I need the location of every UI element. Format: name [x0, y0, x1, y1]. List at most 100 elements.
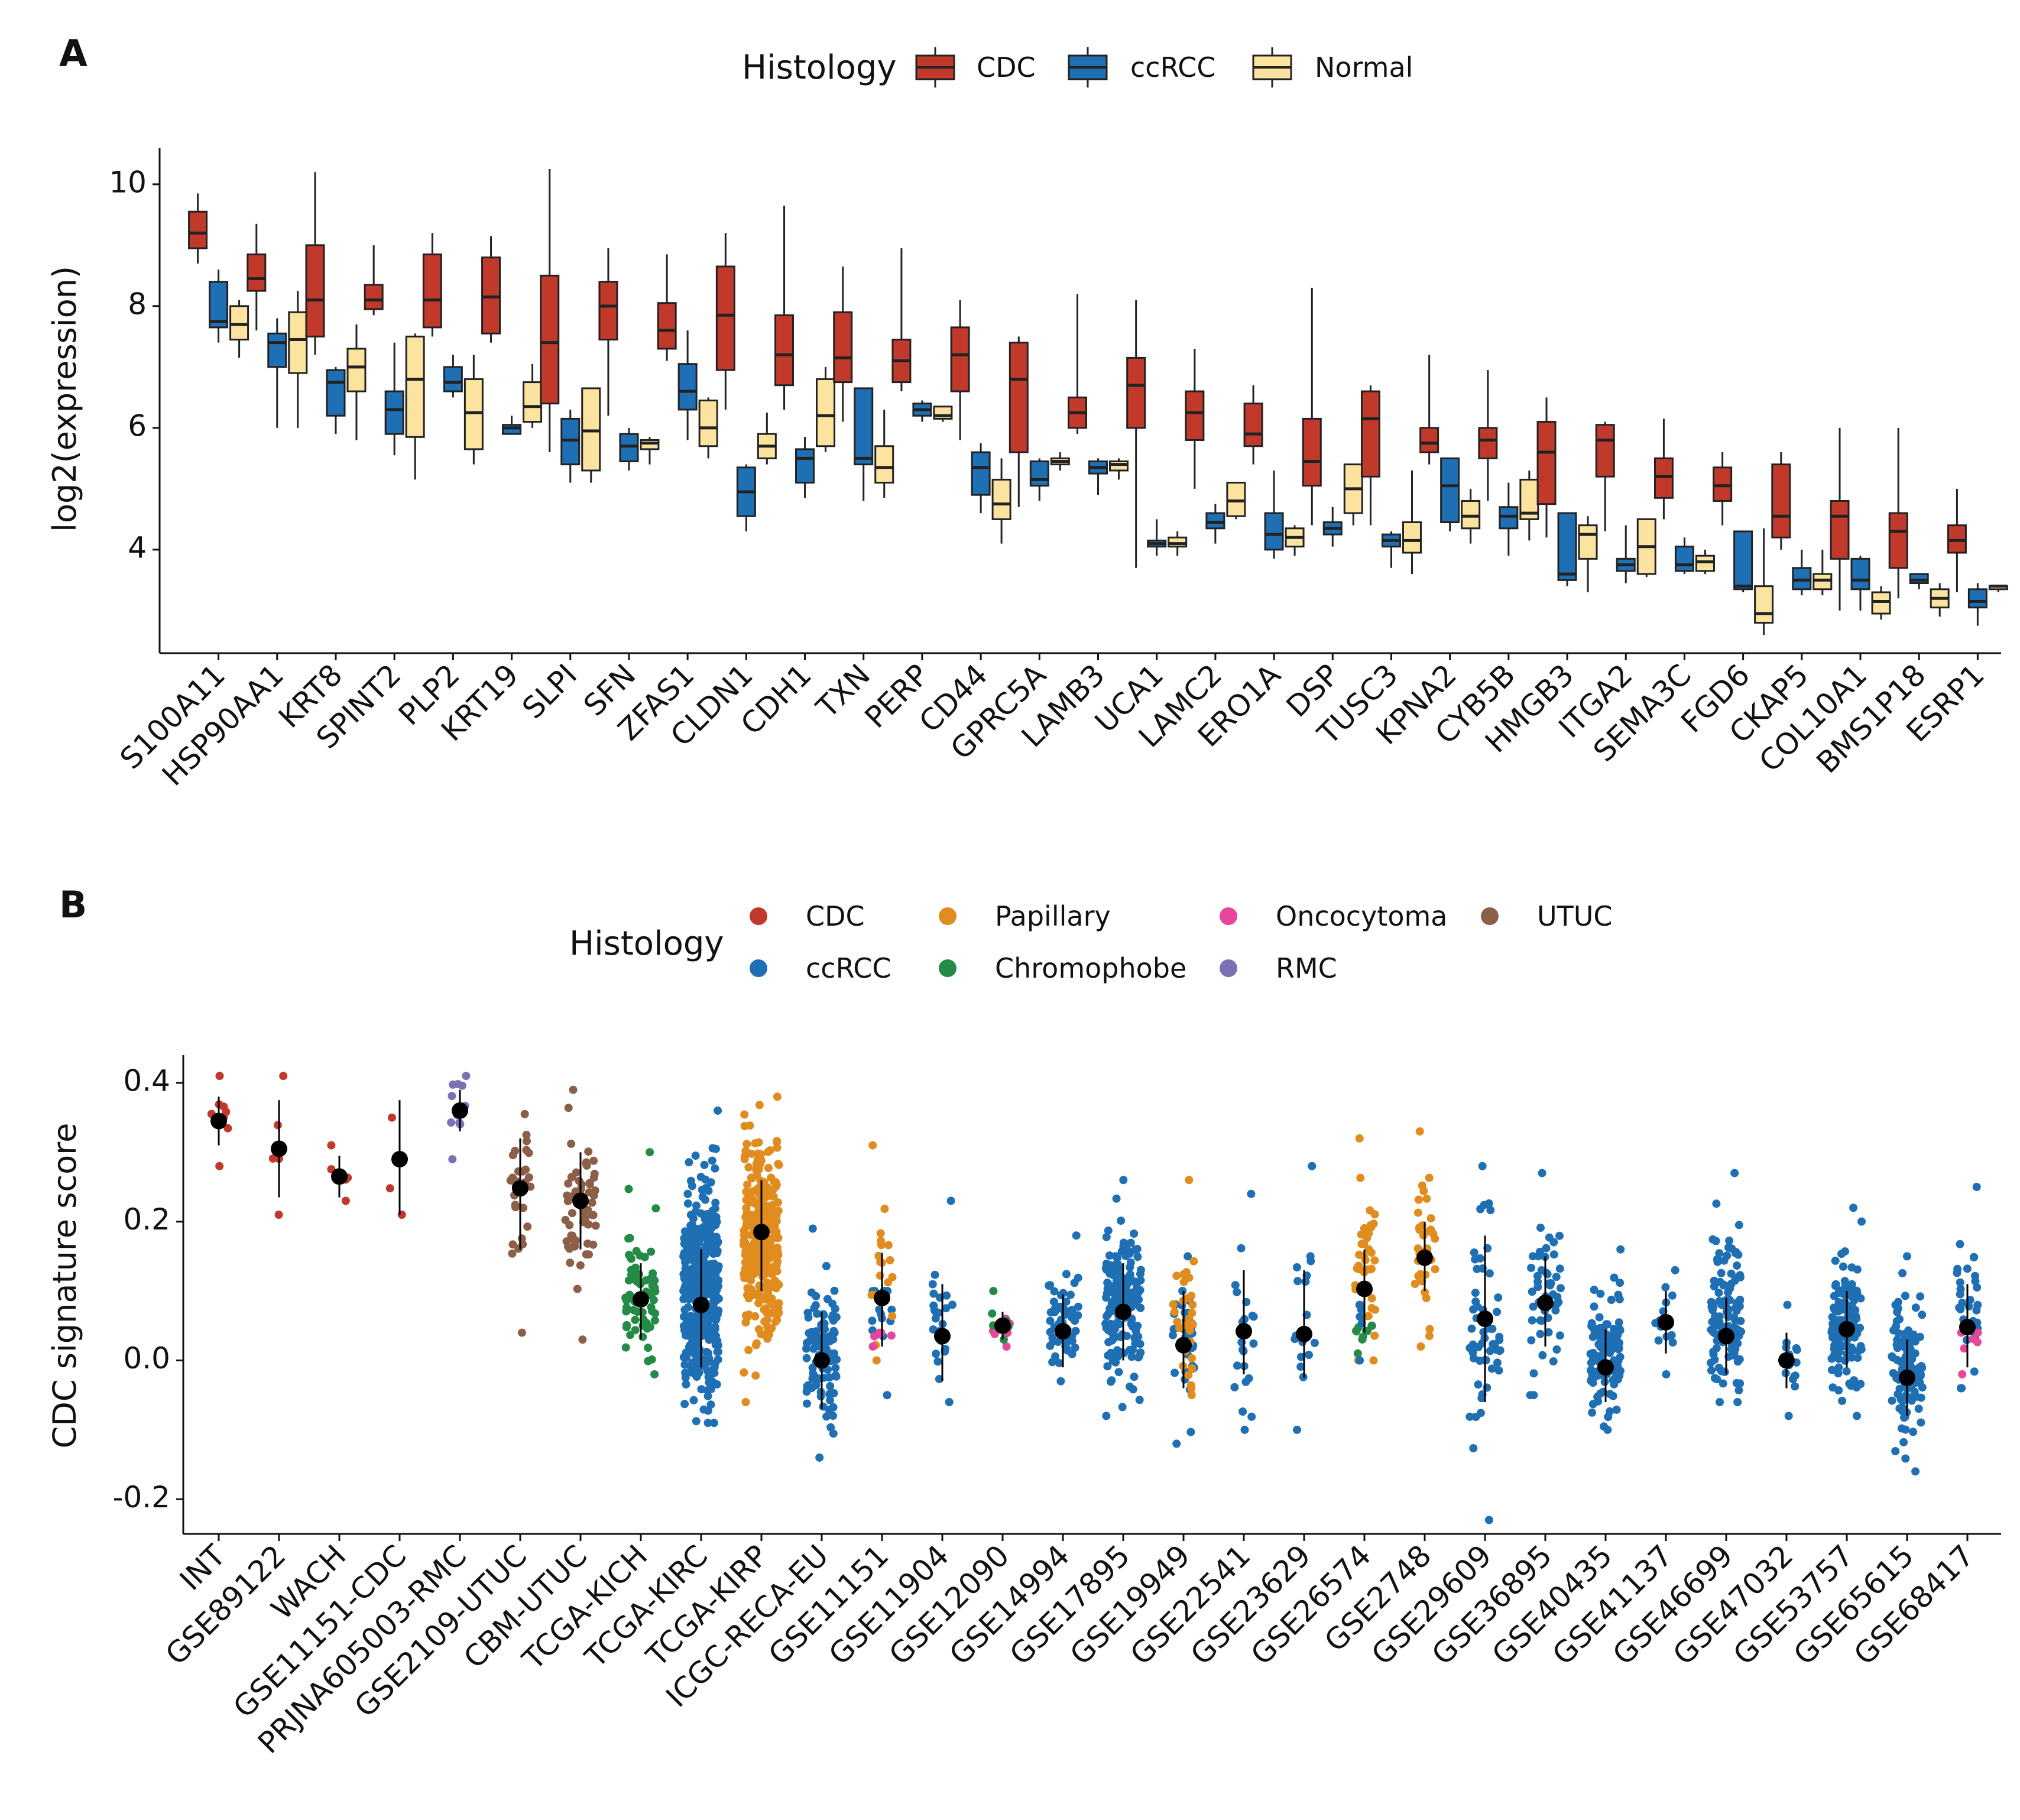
- box-body: [1813, 573, 1833, 591]
- point-ccrcc: [1614, 1357, 1623, 1365]
- point-ccrcc: [1667, 1331, 1676, 1339]
- point-ccrcc: [1857, 1345, 1866, 1354]
- point-papillary: [1187, 1391, 1196, 1400]
- point-papillary: [754, 1138, 763, 1147]
- summary-mean-gse41137: [1658, 1313, 1674, 1331]
- point-chromophobe: [631, 1315, 640, 1324]
- point-papillary: [769, 1266, 777, 1274]
- box-body: [774, 314, 795, 387]
- box-body: [971, 451, 991, 496]
- point-ccrcc: [1899, 1438, 1908, 1446]
- point-ccrcc: [709, 1419, 718, 1428]
- box-ccrcc-col10a1: [1850, 556, 1870, 611]
- point-ccrcc: [1963, 1264, 1972, 1273]
- strip-gse11151-cdc: [385, 1100, 408, 1219]
- box-normal-lamb3: [1109, 458, 1129, 480]
- point-papillary: [773, 1137, 782, 1146]
- point-ccrcc: [829, 1389, 838, 1397]
- point-ccrcc: [1834, 1298, 1843, 1306]
- point-papillary: [1371, 1305, 1379, 1314]
- point-ccrcc: [686, 1211, 695, 1219]
- point-ccrcc: [711, 1164, 719, 1173]
- point-ccrcc: [714, 1106, 722, 1115]
- point-ccrcc: [692, 1373, 701, 1381]
- point-ccrcc: [1830, 1317, 1839, 1326]
- point-ccrcc: [1717, 1300, 1726, 1309]
- box-cdc-hsp90aa1: [247, 223, 267, 331]
- point-papillary: [1188, 1354, 1196, 1362]
- point-ccrcc: [1730, 1276, 1739, 1285]
- point-papillary: [747, 1231, 755, 1240]
- point-ccrcc: [1046, 1328, 1055, 1336]
- point-ccrcc: [1103, 1362, 1112, 1371]
- point-ccrcc: [1914, 1404, 1923, 1413]
- point-ccrcc: [822, 1412, 831, 1421]
- point-ccrcc: [1733, 1261, 1742, 1270]
- point-ccrcc: [703, 1419, 712, 1428]
- point-utuc: [571, 1236, 580, 1245]
- summary-mean-gse11151-cdc: [391, 1151, 408, 1168]
- point-papillary: [747, 1149, 756, 1158]
- point-ccrcc: [812, 1381, 821, 1390]
- point-ccrcc: [929, 1301, 938, 1310]
- point-ccrcc: [1186, 1428, 1195, 1436]
- point-rmc: [458, 1081, 466, 1090]
- point-ccrcc: [935, 1375, 943, 1383]
- point-ccrcc: [826, 1382, 835, 1390]
- point-ccrcc: [686, 1312, 695, 1321]
- box-normal-sema3c: [1695, 549, 1715, 575]
- point-ccrcc: [1590, 1302, 1599, 1311]
- point-papillary: [1369, 1356, 1378, 1365]
- point-ccrcc: [1469, 1354, 1478, 1362]
- panel-b-y-tick-label: -0.2: [112, 1480, 170, 1514]
- point-ccrcc: [1310, 1338, 1319, 1347]
- point-chromophobe: [631, 1263, 640, 1272]
- point-ccrcc: [1707, 1366, 1716, 1375]
- point-ccrcc: [1958, 1299, 1967, 1308]
- point-papillary: [876, 1237, 885, 1245]
- point-ccrcc: [1476, 1205, 1485, 1214]
- point-ccrcc: [691, 1225, 700, 1234]
- point-chromophobe: [622, 1307, 631, 1316]
- point-ccrcc: [1538, 1169, 1546, 1177]
- point-ccrcc: [933, 1357, 942, 1366]
- point-ccrcc: [1907, 1396, 1916, 1405]
- point-ccrcc: [1853, 1289, 1862, 1297]
- point-utuc: [588, 1211, 596, 1219]
- point-chromophobe: [627, 1254, 635, 1263]
- legend-b-dot-ccrcc: [750, 959, 767, 977]
- point-utuc: [584, 1220, 593, 1229]
- box-ccrcc-ckap5: [1792, 549, 1812, 596]
- point-utuc: [568, 1209, 576, 1218]
- box-cdc-perp: [891, 248, 912, 392]
- box-body: [288, 311, 308, 374]
- point-papillary: [762, 1193, 771, 1201]
- summary-mean-gse2748: [1416, 1249, 1433, 1266]
- point-ccrcc: [1130, 1373, 1139, 1381]
- point-ccrcc: [1478, 1162, 1487, 1170]
- box-normal-sfn: [640, 437, 660, 465]
- point-rmc: [448, 1092, 456, 1101]
- box-ccrcc-spint2: [384, 342, 404, 456]
- point-ccrcc: [702, 1184, 710, 1192]
- point-ccrcc: [1555, 1264, 1564, 1273]
- point-ccrcc: [1590, 1286, 1599, 1295]
- panel-a-letter: A: [59, 32, 87, 75]
- point-ccrcc: [1953, 1264, 1962, 1273]
- box-body: [1947, 524, 1967, 554]
- point-ccrcc: [942, 1291, 951, 1300]
- point-ccrcc: [1911, 1467, 1920, 1476]
- point-ccrcc: [708, 1286, 717, 1295]
- point-ccrcc: [1528, 1287, 1536, 1296]
- point-papillary: [742, 1209, 751, 1217]
- box-normal-hsp90aa1: [288, 291, 308, 428]
- point-ccrcc: [1889, 1369, 1898, 1377]
- point-ccrcc: [711, 1198, 720, 1207]
- point-papillary: [765, 1284, 774, 1292]
- point-ccrcc: [708, 1156, 716, 1165]
- box-body: [677, 363, 698, 411]
- point-ccrcc: [1600, 1422, 1608, 1431]
- point-ccrcc: [703, 1366, 712, 1375]
- point-papillary: [751, 1371, 760, 1380]
- box-body: [443, 366, 463, 392]
